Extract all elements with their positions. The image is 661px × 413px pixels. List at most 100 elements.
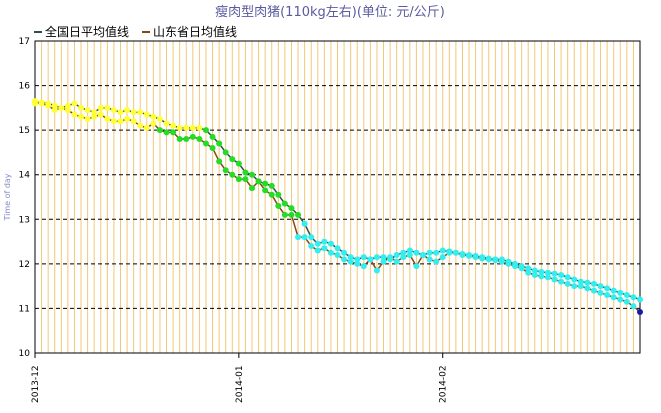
point xyxy=(104,116,111,122)
point xyxy=(255,178,262,185)
point xyxy=(597,283,604,290)
point xyxy=(281,200,288,207)
point xyxy=(380,258,387,265)
point xyxy=(189,124,196,131)
point xyxy=(433,258,440,265)
point xyxy=(334,245,341,252)
point xyxy=(64,102,71,109)
point xyxy=(446,249,453,256)
point xyxy=(110,107,117,114)
point xyxy=(84,107,91,114)
point xyxy=(367,256,374,263)
point xyxy=(163,120,170,127)
point xyxy=(249,185,256,192)
y-tick-label: 16 xyxy=(19,82,31,92)
point xyxy=(544,269,551,276)
legend-label: 全国日平均值线 xyxy=(45,24,129,39)
point xyxy=(466,252,473,259)
point xyxy=(551,276,558,283)
point xyxy=(71,100,78,107)
point xyxy=(630,303,637,310)
point xyxy=(623,298,630,305)
point xyxy=(196,124,203,131)
point xyxy=(617,296,624,303)
point xyxy=(242,176,249,183)
point xyxy=(393,258,400,265)
point xyxy=(505,260,512,267)
y-tick-label: 12 xyxy=(19,260,30,270)
point xyxy=(347,258,354,265)
point xyxy=(604,285,611,292)
point xyxy=(143,124,150,131)
point xyxy=(235,160,242,167)
point xyxy=(262,187,269,194)
x-tick-label: 2014-02 xyxy=(439,365,449,403)
point xyxy=(525,269,532,276)
point xyxy=(387,254,394,261)
point xyxy=(196,136,203,143)
point xyxy=(584,279,591,286)
point xyxy=(485,256,492,263)
y-tick-label: 10 xyxy=(19,349,31,359)
point xyxy=(130,118,137,125)
point xyxy=(308,243,315,250)
point xyxy=(262,180,269,187)
point xyxy=(551,270,558,277)
point xyxy=(137,122,144,129)
point xyxy=(564,280,571,287)
point xyxy=(176,124,183,131)
point xyxy=(124,116,131,122)
point xyxy=(544,274,551,281)
point xyxy=(321,238,328,245)
point xyxy=(183,124,190,131)
point xyxy=(373,254,380,261)
point xyxy=(347,254,354,261)
point xyxy=(413,249,420,256)
point xyxy=(413,263,420,270)
point xyxy=(341,256,348,263)
point xyxy=(426,256,433,263)
y-tick-label: 15 xyxy=(19,126,30,136)
point xyxy=(235,176,242,183)
point xyxy=(492,257,499,264)
point xyxy=(571,276,578,283)
point xyxy=(472,254,479,261)
point xyxy=(558,272,565,278)
point xyxy=(400,249,407,256)
plot-border xyxy=(34,40,641,354)
point xyxy=(249,171,256,178)
point xyxy=(78,104,85,111)
point xyxy=(637,296,643,303)
point xyxy=(242,169,249,176)
point xyxy=(156,116,163,122)
point xyxy=(97,104,104,111)
point xyxy=(373,267,380,274)
point xyxy=(498,258,505,265)
point xyxy=(104,104,111,111)
y-tick-label: 14 xyxy=(19,171,31,181)
point xyxy=(84,116,91,122)
x-tick-label: 2014-01 xyxy=(235,365,245,403)
point xyxy=(314,240,321,247)
point xyxy=(354,260,361,267)
point xyxy=(45,102,52,109)
point xyxy=(170,129,177,136)
point xyxy=(295,234,302,241)
point xyxy=(110,118,117,125)
point xyxy=(518,265,525,272)
point xyxy=(163,129,170,136)
point xyxy=(268,191,275,198)
point xyxy=(143,111,150,118)
point xyxy=(295,211,302,218)
point xyxy=(380,254,387,261)
point xyxy=(584,285,591,292)
point xyxy=(354,256,361,263)
point xyxy=(189,133,196,140)
point xyxy=(538,273,545,280)
point xyxy=(479,255,486,262)
point xyxy=(439,254,446,261)
point xyxy=(130,109,137,116)
point xyxy=(156,127,163,134)
point xyxy=(288,205,295,212)
point xyxy=(51,102,58,109)
